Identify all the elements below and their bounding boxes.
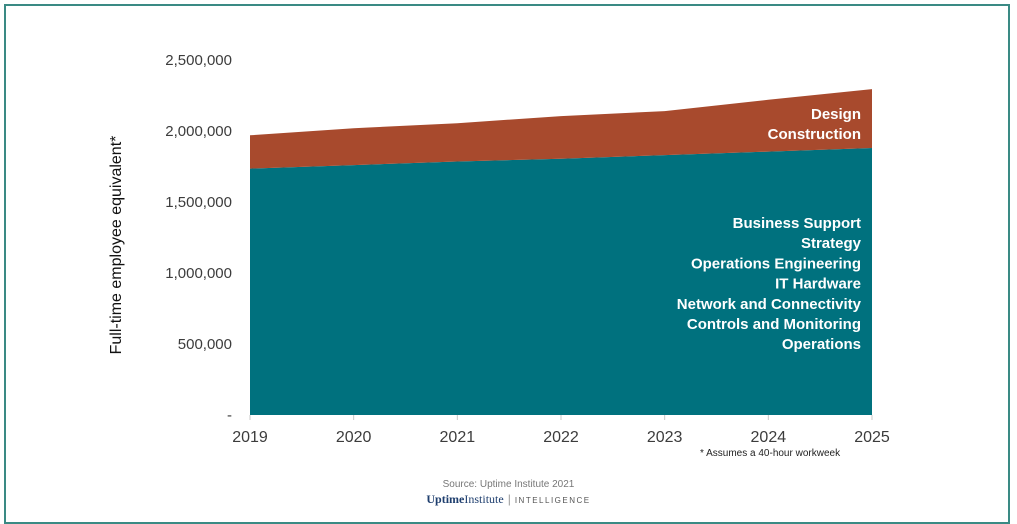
area-series-2 [250, 89, 872, 169]
area-label: Business Support [733, 215, 861, 232]
area-label: Network and Connectivity [677, 296, 862, 313]
y-tick-label: 500,000 [178, 336, 232, 353]
brand-intelligence: INTELLIGENCE [514, 496, 591, 505]
brand-logo: UptimeInstitute | INTELLIGENCE [0, 492, 1017, 507]
source-text: Source: Uptime Institute 2021 [442, 479, 575, 490]
area-label: IT Hardware [775, 276, 861, 293]
x-tick-label: 2022 [543, 429, 579, 446]
x-tick-label: 2025 [854, 429, 890, 446]
brand-institute: Institute [464, 492, 504, 506]
x-tick-label: 2019 [232, 429, 268, 446]
y-tick-label: 2,500,000 [165, 52, 232, 69]
area-label: Controls and Monitoring [687, 316, 861, 333]
area-chart: - 500,000 1,000,000 1,500,000 2,000,000 2,500… [108, 52, 890, 446]
brand-uptime: Uptime [426, 492, 465, 506]
brand-separator: | [507, 492, 511, 506]
y-tick-label: 2,000,000 [165, 123, 232, 140]
area-label: Design [811, 106, 861, 123]
x-tick-label: 2021 [440, 429, 476, 446]
area-label: Operations [782, 336, 861, 353]
area-label: Operations Engineering [691, 255, 861, 272]
x-tick-label: 2024 [751, 429, 787, 446]
x-tick-label: 2023 [647, 429, 683, 446]
footnote: * Assumes a 40-hour workweek [700, 448, 841, 459]
y-axis-label: Full-time employee equivalent* [108, 136, 125, 355]
area-label: Strategy [801, 235, 862, 252]
y-tick-label: - [227, 407, 232, 424]
area-label: Construction [768, 126, 861, 143]
y-tick-label: 1,500,000 [165, 194, 232, 211]
area-series-1 [250, 148, 872, 415]
x-tick-label: 2020 [336, 429, 372, 446]
y-tick-label: 1,000,000 [165, 265, 232, 282]
